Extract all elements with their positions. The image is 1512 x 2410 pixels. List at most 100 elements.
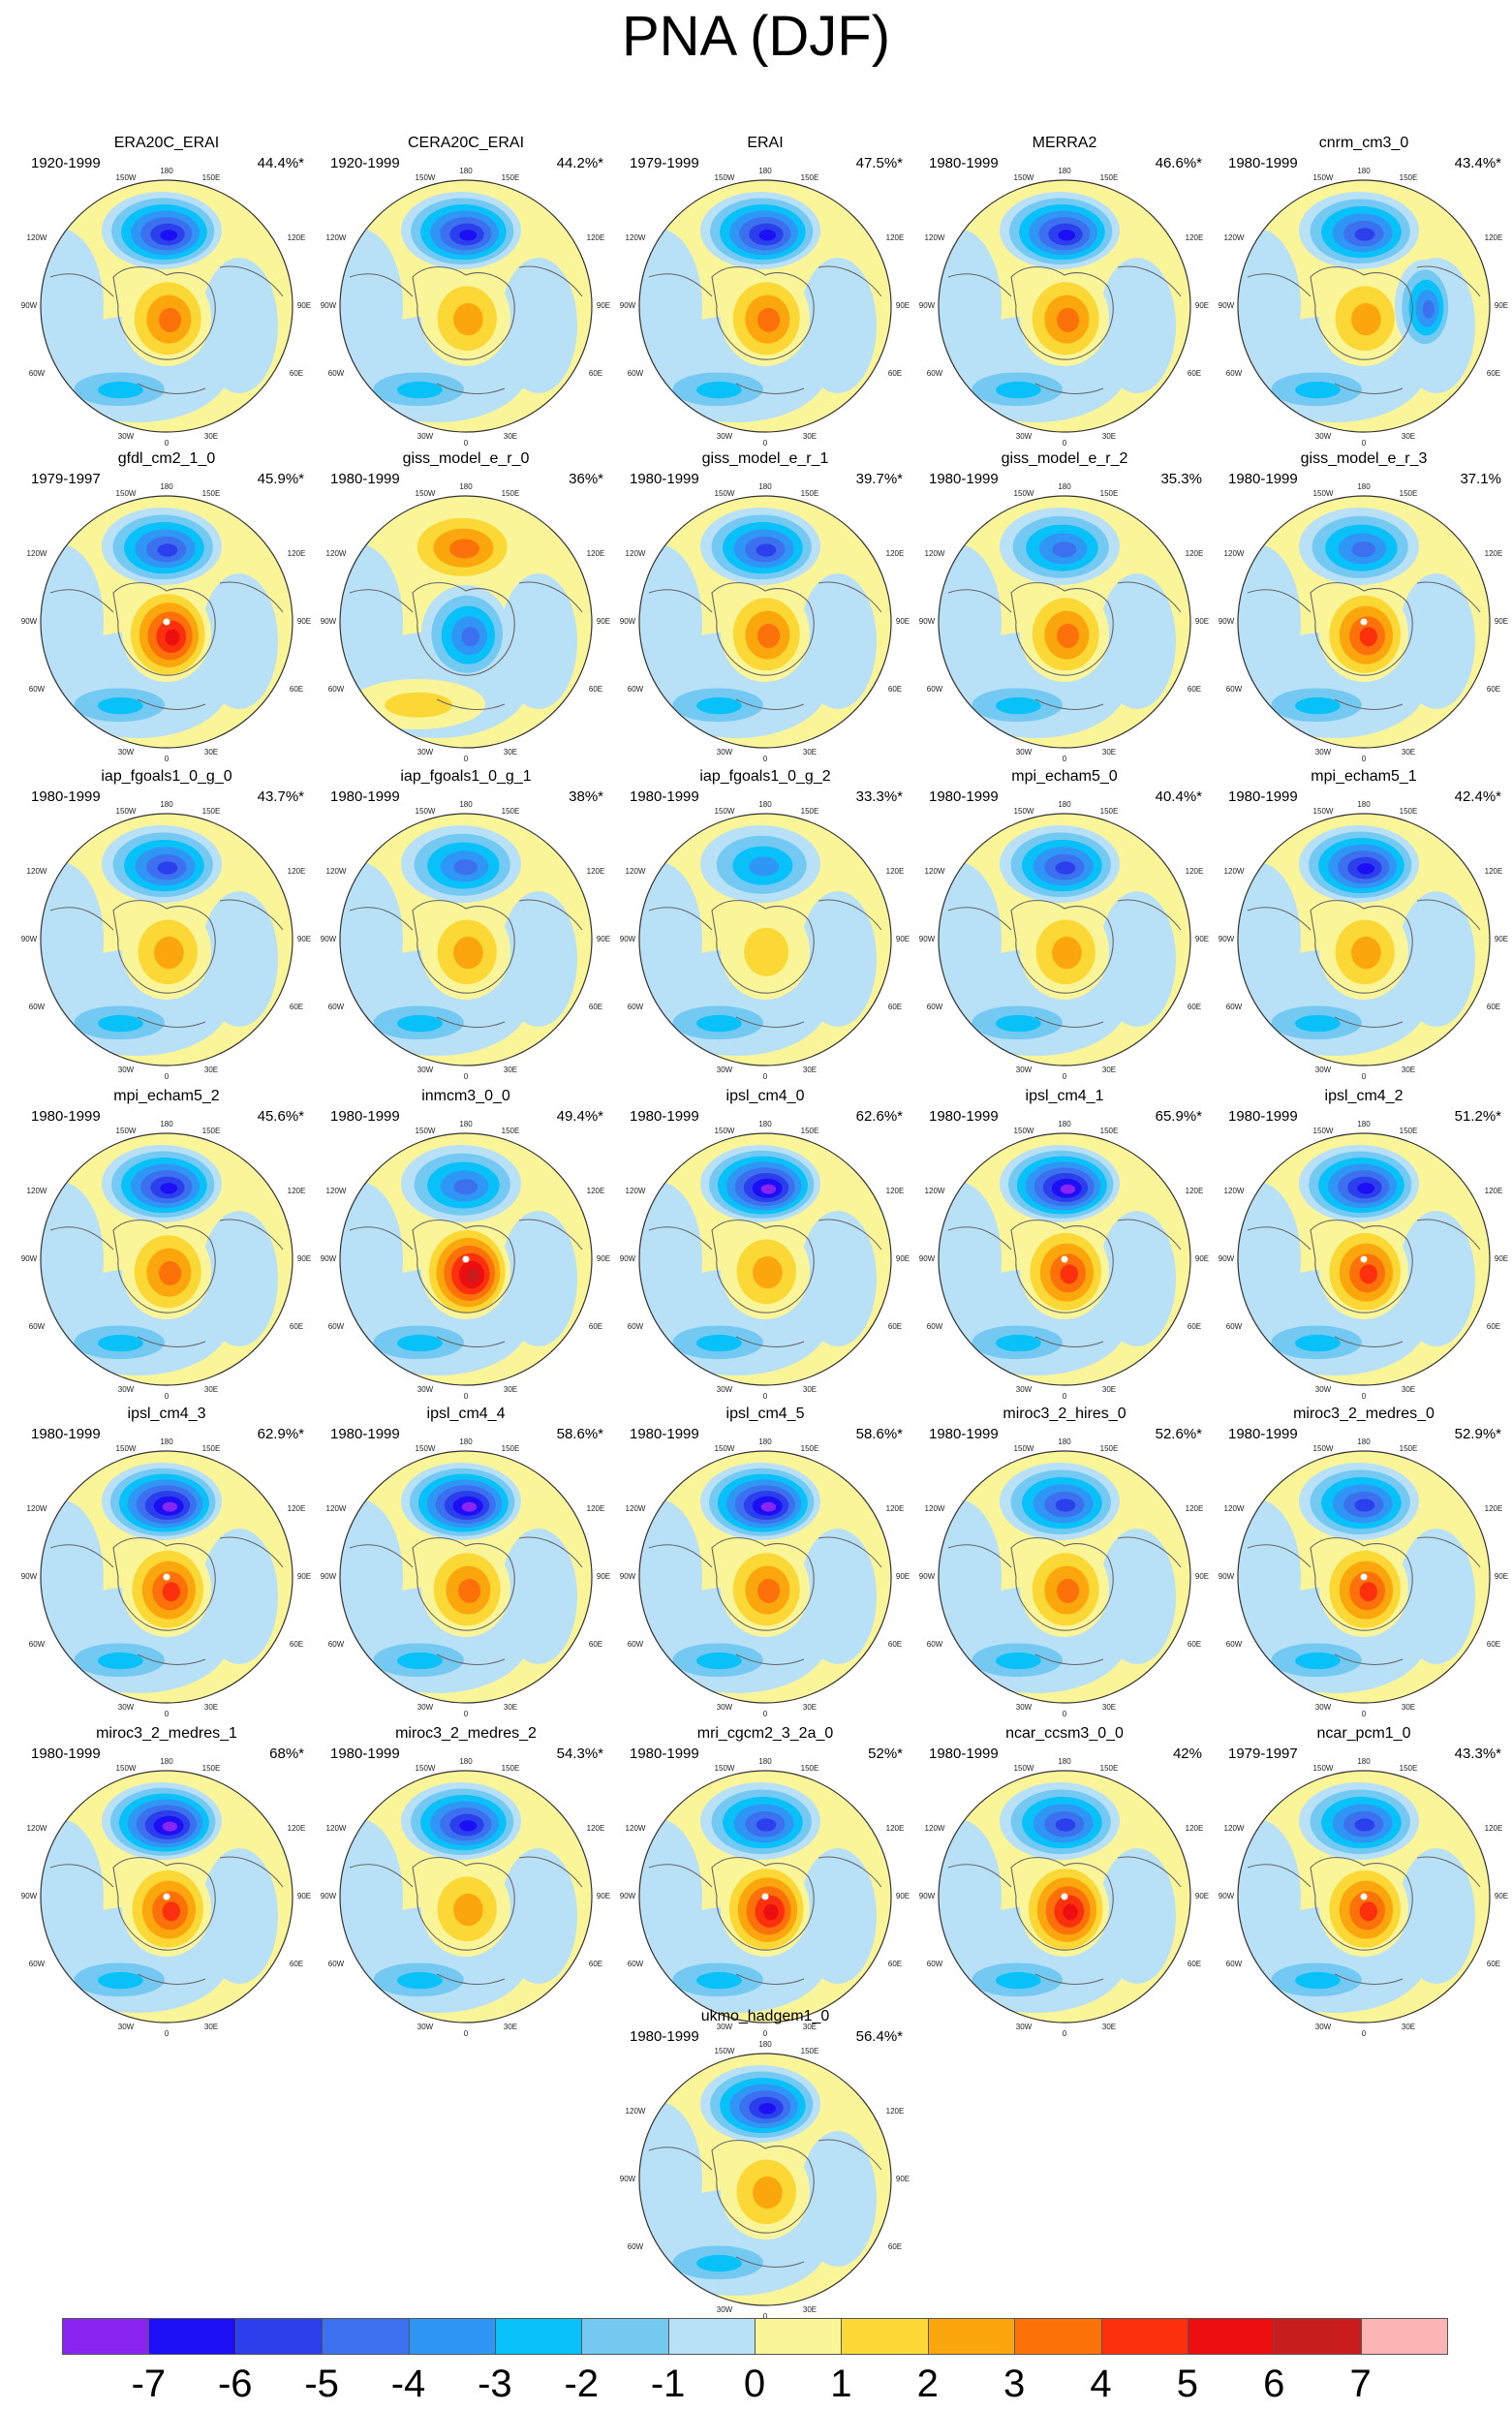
panel-variance: 51.2%* <box>1454 1108 1501 1125</box>
pacific-anomaly-level-7 <box>160 230 178 241</box>
polar-map: 180 150W 150E 120W 120E 90W 90E 60W 60E 30W 30E 0 <box>620 167 910 448</box>
lon-label: 60W <box>328 369 345 378</box>
map-field <box>939 814 1190 1066</box>
lon-label: 90E <box>597 1254 610 1263</box>
coastline-outer <box>49 899 284 1028</box>
lon-label: 120E <box>1485 1504 1503 1513</box>
map-panel: ERA20C_ERAI 1920-1999 44.4%* 180 150W 150E 120… <box>21 134 312 448</box>
map-border <box>1237 495 1491 749</box>
lon-label: 90E <box>597 301 610 310</box>
lon-label: 90E <box>297 935 311 943</box>
lon-label: 150W <box>116 1764 137 1773</box>
lon-label: 150E <box>502 1764 520 1773</box>
lon-label: 150W <box>1313 1764 1334 1773</box>
lon-label: 180 <box>1357 482 1371 491</box>
polar-map: 180 150W 150E 120W 120E 90W 90E 60W 60E 30W 30E 0 <box>620 482 910 763</box>
map-panel: ERAI 1979-1999 47.5%* 180 150W 150E 120W 120E 90… <box>620 134 910 448</box>
lon-label: 90E <box>1495 617 1508 626</box>
field-west-negative <box>340 1182 403 1337</box>
map-field <box>1238 1451 1490 1703</box>
lon-label: 180 <box>758 482 772 491</box>
panel-variance: 39.7%* <box>855 471 903 487</box>
coastline-outer <box>49 265 284 394</box>
north-america-anomaly-level-3 <box>753 1255 783 1289</box>
polar-map: 180 150W 150E 120W 120E 90W 90E 60W 60E 30W 30E 0 <box>620 1757 910 2038</box>
colorbar-label: 6 <box>1263 2363 1285 2405</box>
panel-variance: 58.6%* <box>556 1426 603 1442</box>
south-anomaly-level-3 <box>98 696 143 715</box>
coastline <box>412 1220 515 1313</box>
polar-map: 180 150W 150E 120W 120E 90W 90E 60W 60E 30W 30E 0 <box>919 1437 1209 1718</box>
lon-label: 90W <box>1219 1572 1235 1581</box>
lon-label: 30E <box>204 2023 218 2031</box>
lon-label: 30E <box>204 1703 218 1712</box>
lon-label: 120W <box>27 1824 47 1833</box>
lon-label: 120E <box>288 1187 306 1195</box>
lon-label: 150E <box>202 489 221 498</box>
map-border <box>1237 813 1491 1066</box>
map-border <box>938 495 1191 749</box>
pacific-anomaly-level-8 <box>1060 1184 1076 1194</box>
lon-label: 180 <box>459 482 473 491</box>
field-east-negative <box>500 258 577 393</box>
lon-label: 180 <box>1058 482 1071 491</box>
panel-years: 1979-1999 <box>630 155 699 171</box>
map-field <box>340 1133 592 1385</box>
map-border <box>638 1132 892 1386</box>
map-border <box>40 179 293 433</box>
field-east-negative <box>1398 1848 1475 1984</box>
lon-label: 90W <box>620 617 636 626</box>
coastline-outer <box>648 581 882 710</box>
coastline <box>711 582 815 676</box>
south-anomaly-level-3 <box>397 1652 443 1670</box>
field-west-negative <box>41 1819 104 1974</box>
lon-label: 90E <box>1195 935 1209 943</box>
pacific-anomaly-level-7 <box>160 1183 178 1194</box>
panel-title: ipsl_cm4_4 <box>426 1406 506 1422</box>
map-field <box>1238 180 1490 432</box>
lon-label: 30E <box>803 1066 817 1074</box>
lon-label: 60W <box>29 1640 46 1649</box>
lon-label: 120E <box>886 867 905 876</box>
lon-label: 120E <box>1485 233 1503 242</box>
map-panel: ipsl_cm4_5 1980-1999 58.6%* 180 150W 150E 120W… <box>620 1405 910 1718</box>
north-america-anomaly-level-5 <box>1359 1582 1377 1602</box>
lon-label: 30W <box>417 1703 434 1712</box>
polar-map: 180 150W 150E 120W 120E 90W 90E 60W 60E 30W 30E 0 <box>1219 482 1508 763</box>
map-border <box>638 495 892 749</box>
lon-label: 180 <box>459 1120 473 1128</box>
lon-label: 60E <box>888 1640 902 1649</box>
field-east-negative <box>799 891 877 1027</box>
lon-label: 90W <box>620 1254 636 1263</box>
lon-label: 150E <box>202 807 221 816</box>
coastline <box>412 582 515 676</box>
lon-label: 0 <box>165 755 170 763</box>
lon-label: 150W <box>715 807 735 816</box>
lon-label: 0 <box>165 1072 170 1081</box>
map-border <box>40 813 293 1066</box>
lon-label: 60W <box>927 1960 943 1968</box>
lon-label: 0 <box>1063 1710 1067 1718</box>
lon-label: 30W <box>1315 1066 1332 1074</box>
panel-title: ERA20C_ERAI <box>113 135 220 151</box>
lon-label: 30E <box>1102 432 1116 441</box>
lon-label: 150W <box>715 173 735 182</box>
lon-label: 0 <box>464 439 469 448</box>
lon-label: 150W <box>416 1764 436 1773</box>
panel-title: miroc3_2_medres_0 <box>1293 1406 1435 1422</box>
lon-label: 180 <box>1058 800 1071 809</box>
lon-label: 90W <box>1219 617 1235 626</box>
coastline-outer <box>947 1536 1182 1665</box>
polar-map: 180 150W 150E 120W 120E 90W 90E 60W 60E 30W 30E 0 <box>21 167 311 448</box>
lon-label: 60W <box>927 369 943 378</box>
coastline-outer <box>49 1219 284 1347</box>
lon-label: 90W <box>1219 1254 1235 1263</box>
coastline <box>711 266 815 360</box>
field-west-negative <box>1238 1182 1301 1337</box>
lon-label: 90W <box>21 1892 38 1900</box>
lon-label: 30W <box>118 1703 135 1712</box>
south-anomaly-level-3 <box>696 1971 742 1990</box>
lon-label: 30E <box>504 1066 517 1074</box>
lon-label: 30W <box>417 432 434 441</box>
lon-label: 60W <box>1226 369 1243 378</box>
